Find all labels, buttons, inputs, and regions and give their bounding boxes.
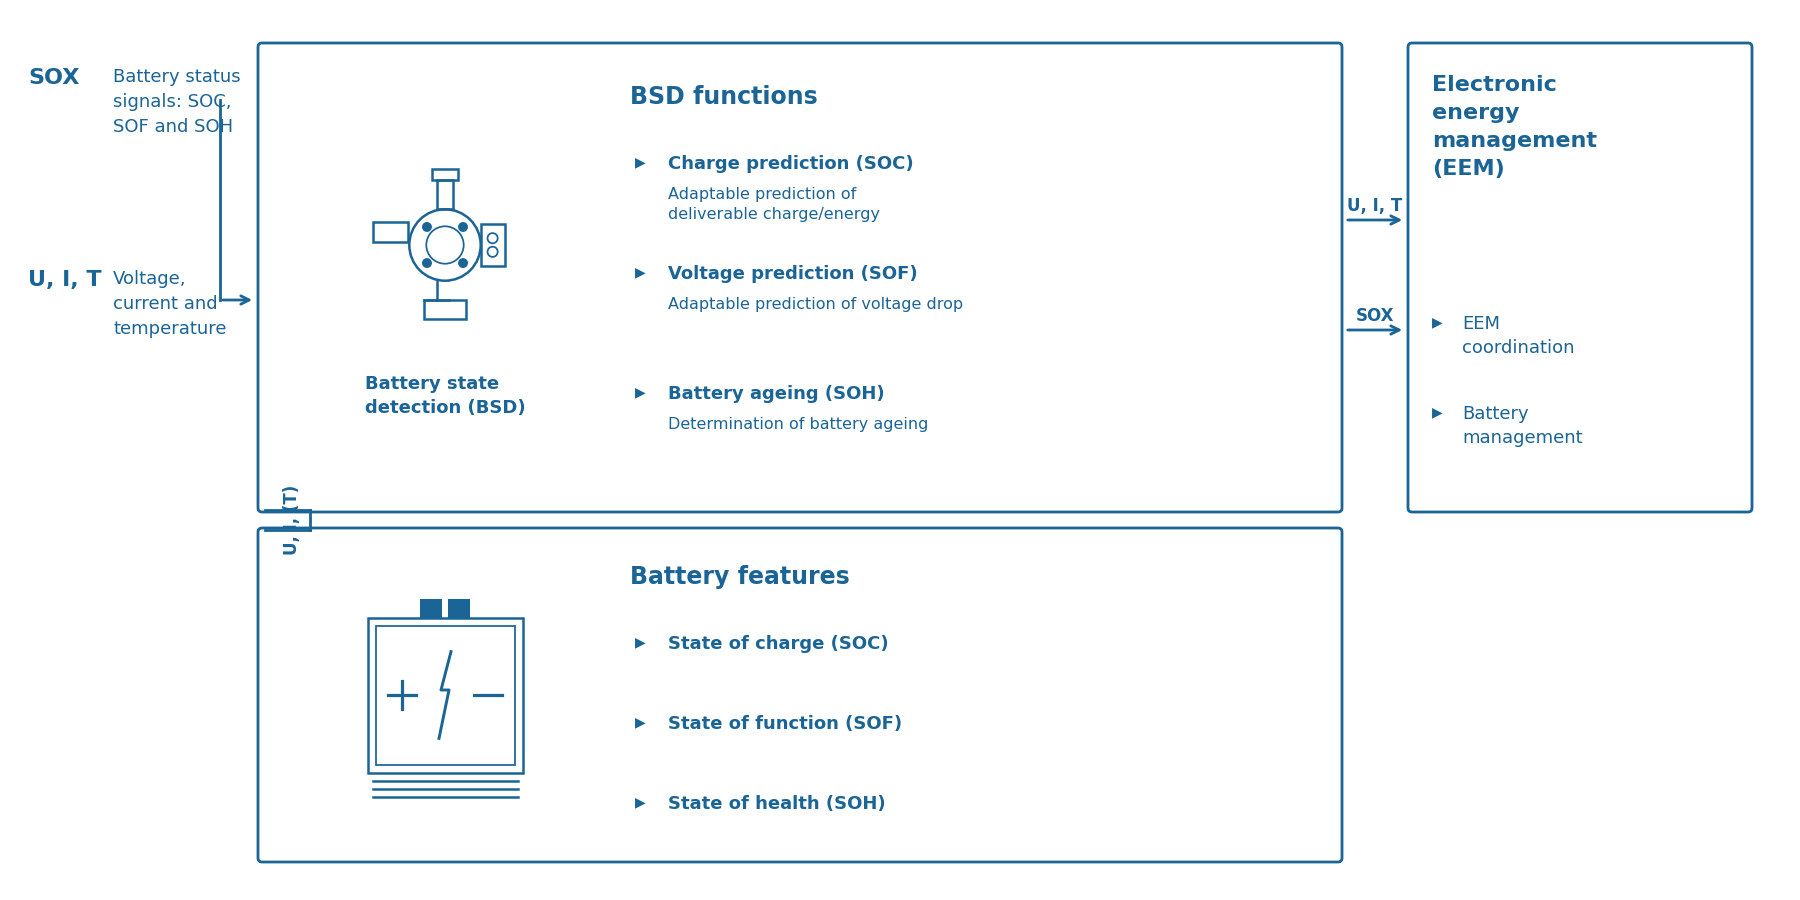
Text: SOX: SOX: [1355, 307, 1395, 325]
Text: ▶: ▶: [1433, 315, 1442, 329]
Bar: [373, 222, 409, 242]
Text: Adaptable prediction of voltage drop: Adaptable prediction of voltage drop: [668, 297, 963, 312]
Circle shape: [423, 222, 432, 231]
Text: ▶: ▶: [635, 265, 646, 279]
Text: ▶: ▶: [635, 155, 646, 169]
Bar: [432, 169, 457, 179]
Text: ▶: ▶: [635, 795, 646, 809]
Text: State of health (SOH): State of health (SOH): [668, 795, 886, 813]
Text: Determination of battery ageing: Determination of battery ageing: [668, 417, 929, 432]
Text: State of charge (SOC): State of charge (SOC): [668, 635, 889, 653]
Text: SOX: SOX: [29, 68, 79, 88]
Bar: [376, 626, 515, 764]
Text: Battery state
detection (BSD): Battery state detection (BSD): [365, 375, 526, 417]
Text: EEM
coordination: EEM coordination: [1462, 315, 1575, 356]
Text: Battery status
signals: SOC,
SOF and SOH: Battery status signals: SOC, SOF and SOH: [113, 68, 241, 136]
Text: State of function (SOF): State of function (SOF): [668, 715, 902, 733]
Text: Battery
management: Battery management: [1462, 405, 1582, 446]
Bar: [423, 301, 466, 319]
Text: U, I, T: U, I, T: [1348, 197, 1402, 215]
Bar: [481, 224, 504, 266]
Text: Electronic
energy
management
(EEM): Electronic energy management (EEM): [1433, 75, 1597, 179]
Circle shape: [459, 259, 468, 267]
Text: ▶: ▶: [1433, 405, 1442, 419]
Text: ▶: ▶: [635, 715, 646, 729]
Bar: [448, 598, 470, 617]
Bar: [367, 617, 522, 772]
Text: Voltage prediction (SOF): Voltage prediction (SOF): [668, 265, 918, 283]
Text: Charge prediction (SOC): Charge prediction (SOC): [668, 155, 914, 173]
Bar: [437, 179, 452, 210]
Text: Battery ageing (SOH): Battery ageing (SOH): [668, 385, 884, 403]
Text: U, I, (T): U, I, (T): [283, 485, 301, 555]
Text: Adaptable prediction of
deliverable charge/energy: Adaptable prediction of deliverable char…: [668, 187, 880, 221]
Bar: [419, 598, 443, 617]
Circle shape: [459, 222, 468, 231]
Text: U, I, T: U, I, T: [29, 270, 101, 290]
Text: ▶: ▶: [635, 635, 646, 649]
Text: ▶: ▶: [635, 385, 646, 399]
Text: Battery features: Battery features: [630, 565, 850, 589]
Circle shape: [423, 259, 432, 267]
Text: Voltage,
current and
temperature: Voltage, current and temperature: [113, 270, 227, 338]
Text: BSD functions: BSD functions: [630, 85, 817, 109]
